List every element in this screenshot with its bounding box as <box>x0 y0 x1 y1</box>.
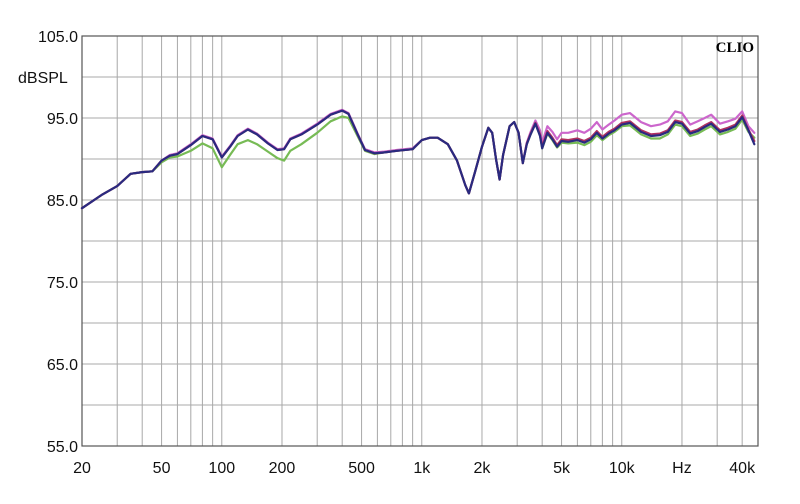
y-axis-label: dBSPL <box>18 70 68 87</box>
x-tick-label: 20 <box>73 460 91 477</box>
y-tick-label: 95.0 <box>47 111 78 128</box>
y-tick-label: 85.0 <box>47 193 78 210</box>
series-line-4 <box>80 109 756 210</box>
x-tick-label: 2k <box>474 460 492 477</box>
x-tick-label: 5k <box>553 460 571 477</box>
x-tick-label: Hz <box>672 460 692 477</box>
y-tick-label: 55.0 <box>47 439 78 456</box>
x-tick-label: 500 <box>348 460 375 477</box>
x-tick-label: 100 <box>208 460 235 477</box>
x-tick-label: 10k <box>609 460 636 477</box>
clio-logo: CLIO <box>716 40 754 56</box>
grid <box>82 36 758 446</box>
y-tick-label: 105.0 <box>38 29 78 46</box>
x-tick-label: 40k <box>729 460 756 477</box>
y-tick-labels: 105.0 95.0 85.0 75.0 65.0 55.0 <box>38 29 78 456</box>
y-tick-label: 65.0 <box>47 357 78 374</box>
x-tick-labels: 20 50 100 200 500 1k 2k 5k 10k Hz 40k <box>73 460 756 477</box>
series-group <box>80 108 756 210</box>
x-tick-label: 50 <box>153 460 171 477</box>
plot-frame <box>81 35 759 447</box>
x-tick-label: 200 <box>269 460 296 477</box>
y-tick-label: 75.0 <box>47 275 78 292</box>
x-tick-label: 1k <box>413 460 431 477</box>
